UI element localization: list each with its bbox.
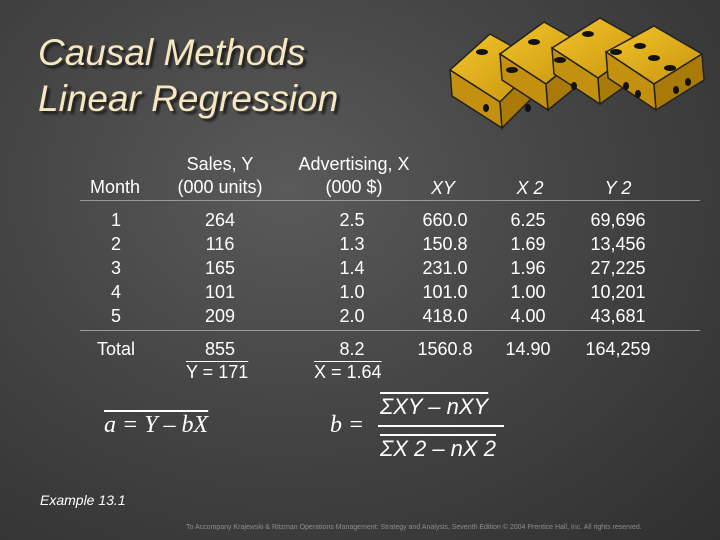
- header-sales: Sales, Y (000 units): [177, 154, 263, 197]
- table-cell: 165: [204, 258, 236, 278]
- table-cell: 3: [110, 258, 121, 278]
- header-advertising: Advertising, X (000 $): [298, 154, 410, 197]
- column-advertising: 2.5 1.3 1.4 1.0 2.0: [322, 208, 382, 328]
- example-label: Example 13.1: [40, 492, 126, 508]
- column-month: 1 2 3 4 5: [96, 208, 136, 328]
- table-cell: 69,696: [590, 210, 646, 230]
- table-cell: 1.3: [339, 234, 365, 254]
- formula-b-label: b =: [330, 412, 365, 438]
- table-cell: 1.4: [339, 258, 365, 278]
- table-cell: 1.69: [510, 234, 546, 254]
- formula-b-denominator: ΣX 2 – nX 2: [380, 436, 496, 461]
- table-cell: 101.0: [422, 282, 468, 302]
- header-x2: X 2: [516, 178, 544, 198]
- footer-copyright: To Accompany Krajewski & Ritzman Operati…: [186, 524, 642, 531]
- header-month: Month: [89, 177, 141, 197]
- column-y2: 69,696 13,456 27,225 10,201 43,681: [580, 208, 656, 328]
- table-cell: 10,201: [590, 282, 646, 302]
- column-sales: 264 116 165 101 209: [190, 208, 250, 328]
- column-xy: 660.0 150.8 231.0 101.0 418.0: [410, 208, 480, 328]
- table-cell: 2.5: [339, 210, 365, 230]
- table-cell: 2.0: [339, 306, 365, 326]
- total-x2: 14.90: [505, 339, 551, 359]
- table-cell: 4.00: [510, 306, 546, 326]
- table-cell: 4: [110, 282, 121, 302]
- header-y2: Y 2: [604, 178, 632, 198]
- table-cell: 1.96: [510, 258, 546, 278]
- table-cell: 6.25: [510, 210, 546, 230]
- table-cell: 5: [110, 306, 121, 326]
- total-y2: 164,259: [585, 339, 651, 359]
- table-cell: 1.0: [339, 282, 365, 302]
- title-line-1: Causal Methods: [38, 32, 306, 73]
- table-cell: 116: [205, 234, 235, 254]
- table-cell: 231.0: [422, 258, 468, 278]
- header-xy: XY: [430, 178, 455, 198]
- formula-a: a = Y – bX: [104, 412, 209, 438]
- table-cell: 418.0: [422, 306, 468, 326]
- title-line-2: Linear Regression: [38, 78, 339, 119]
- table-cell: 264: [204, 210, 236, 230]
- table-cell: 150.8: [422, 234, 468, 254]
- table-cell: 1: [110, 210, 121, 230]
- total-sales: 855: [204, 339, 236, 359]
- table-cell: 27,225: [590, 258, 646, 278]
- table-cell: 101: [204, 282, 236, 302]
- total-label: Total: [96, 339, 136, 359]
- table-cell: 209: [204, 306, 236, 326]
- total-xy: 1560.8: [417, 339, 473, 359]
- fraction-bar: [378, 425, 504, 427]
- total-advertising: 8.2: [339, 339, 365, 359]
- dice-icon: [448, 17, 705, 130]
- mean-y: Y = 171: [186, 362, 249, 382]
- table-cell: 1.00: [510, 282, 546, 302]
- column-x2: 6.25 1.69 1.96 1.00 4.00: [498, 208, 558, 328]
- mean-x: X = 1.64: [314, 362, 382, 382]
- header-divider: [80, 200, 700, 201]
- table-cell: 2: [110, 234, 121, 254]
- formula-b-numerator: ΣXY – nXY: [380, 394, 489, 419]
- total-divider: [80, 330, 700, 331]
- table-cell: 43,681: [590, 306, 646, 326]
- table-cell: 13,456: [590, 234, 646, 254]
- slide-title: Causal Methods Linear Regression: [38, 30, 338, 122]
- table-cell: 660.0: [422, 210, 468, 230]
